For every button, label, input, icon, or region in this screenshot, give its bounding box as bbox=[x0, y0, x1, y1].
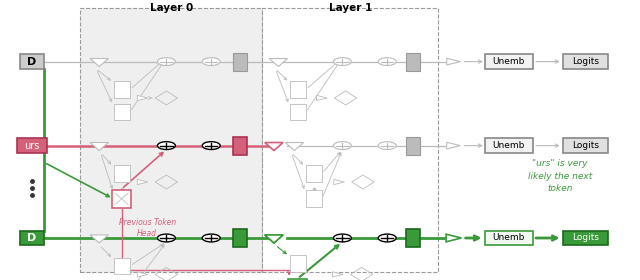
Polygon shape bbox=[138, 95, 148, 101]
Polygon shape bbox=[447, 58, 460, 65]
Polygon shape bbox=[265, 235, 283, 243]
Circle shape bbox=[202, 58, 220, 66]
Polygon shape bbox=[265, 143, 283, 151]
Polygon shape bbox=[285, 143, 303, 151]
FancyBboxPatch shape bbox=[406, 229, 420, 247]
FancyBboxPatch shape bbox=[114, 81, 129, 98]
Text: Unemb: Unemb bbox=[493, 234, 525, 242]
Polygon shape bbox=[317, 95, 327, 101]
FancyBboxPatch shape bbox=[563, 138, 608, 153]
Text: Logits: Logits bbox=[572, 234, 599, 242]
Circle shape bbox=[157, 234, 175, 242]
FancyBboxPatch shape bbox=[290, 81, 306, 98]
FancyBboxPatch shape bbox=[114, 258, 129, 274]
FancyBboxPatch shape bbox=[233, 137, 247, 155]
FancyBboxPatch shape bbox=[290, 104, 306, 120]
FancyBboxPatch shape bbox=[80, 8, 262, 272]
Circle shape bbox=[157, 58, 175, 66]
Text: Logits: Logits bbox=[572, 141, 599, 150]
Polygon shape bbox=[265, 235, 283, 243]
FancyBboxPatch shape bbox=[563, 231, 608, 245]
Text: Previous Token
Head: Previous Token Head bbox=[118, 218, 176, 238]
FancyBboxPatch shape bbox=[288, 279, 307, 280]
Text: Logits: Logits bbox=[572, 57, 599, 66]
Text: D: D bbox=[28, 57, 36, 67]
FancyBboxPatch shape bbox=[262, 8, 438, 272]
FancyBboxPatch shape bbox=[485, 54, 532, 69]
FancyBboxPatch shape bbox=[20, 231, 44, 245]
Polygon shape bbox=[138, 272, 148, 277]
FancyBboxPatch shape bbox=[289, 255, 306, 272]
Polygon shape bbox=[334, 179, 344, 185]
Polygon shape bbox=[446, 234, 461, 242]
Circle shape bbox=[378, 58, 396, 66]
FancyBboxPatch shape bbox=[233, 229, 247, 247]
Circle shape bbox=[378, 142, 396, 150]
Polygon shape bbox=[90, 143, 108, 151]
FancyBboxPatch shape bbox=[114, 104, 129, 120]
Circle shape bbox=[333, 142, 351, 150]
Text: Unemb: Unemb bbox=[493, 57, 525, 66]
FancyBboxPatch shape bbox=[406, 53, 420, 71]
FancyBboxPatch shape bbox=[306, 165, 322, 182]
Text: "urs" is very
likely the next
token: "urs" is very likely the next token bbox=[528, 159, 592, 193]
Circle shape bbox=[157, 142, 175, 150]
FancyBboxPatch shape bbox=[20, 54, 44, 69]
Text: D: D bbox=[28, 233, 36, 243]
FancyBboxPatch shape bbox=[563, 54, 608, 69]
Text: urs: urs bbox=[24, 141, 40, 151]
FancyBboxPatch shape bbox=[485, 138, 532, 153]
Polygon shape bbox=[447, 142, 460, 149]
FancyBboxPatch shape bbox=[112, 190, 131, 208]
Text: Layer 1: Layer 1 bbox=[329, 3, 372, 13]
Polygon shape bbox=[90, 235, 108, 243]
Text: Layer 0: Layer 0 bbox=[150, 3, 193, 13]
FancyBboxPatch shape bbox=[306, 190, 322, 207]
Text: Unemb: Unemb bbox=[493, 141, 525, 150]
FancyBboxPatch shape bbox=[406, 137, 420, 155]
FancyBboxPatch shape bbox=[17, 138, 47, 153]
Polygon shape bbox=[138, 179, 148, 185]
Polygon shape bbox=[269, 59, 287, 67]
Circle shape bbox=[202, 234, 220, 242]
Circle shape bbox=[378, 234, 396, 242]
Circle shape bbox=[333, 234, 351, 242]
Polygon shape bbox=[333, 272, 343, 277]
FancyBboxPatch shape bbox=[485, 231, 532, 245]
FancyBboxPatch shape bbox=[233, 53, 247, 71]
Circle shape bbox=[333, 58, 351, 66]
Circle shape bbox=[202, 142, 220, 150]
FancyBboxPatch shape bbox=[114, 165, 129, 182]
Polygon shape bbox=[90, 59, 108, 67]
